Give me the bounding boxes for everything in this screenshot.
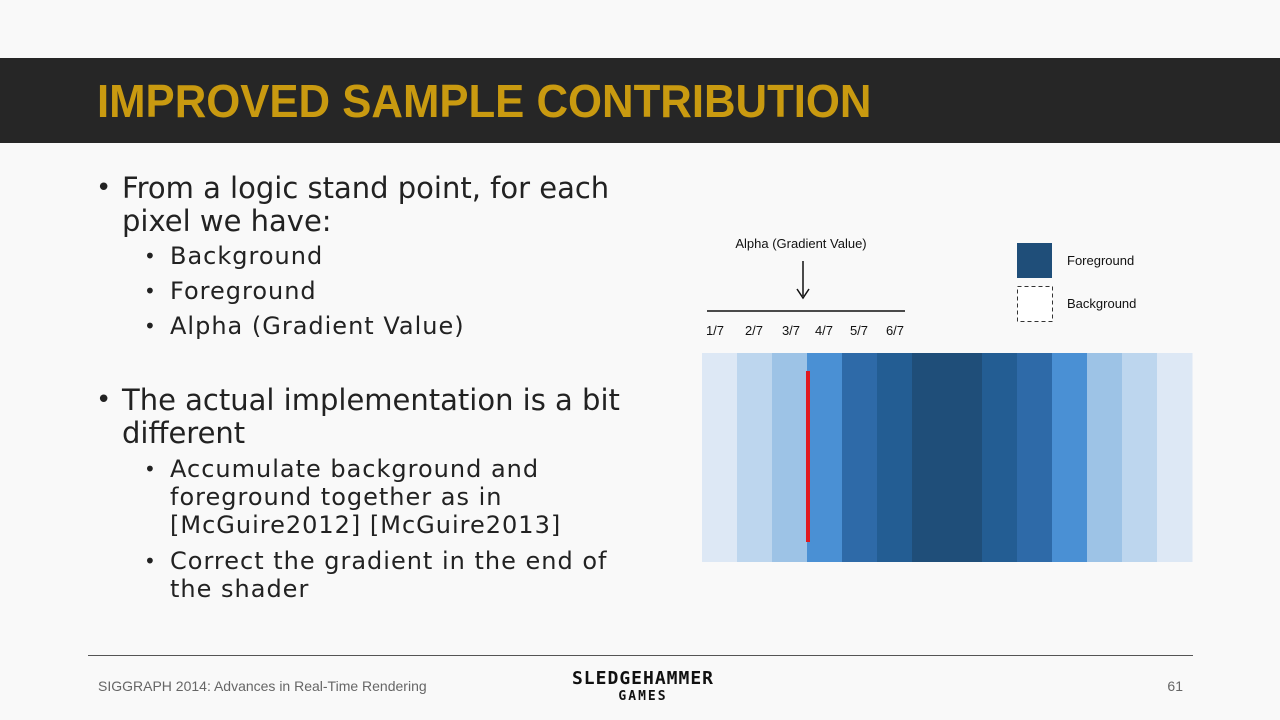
sub-bullet-alpha: Alpha (Gradient Value) bbox=[96, 312, 626, 340]
sub-bullet-correct-gradient: Correct the gradient in the end of the s… bbox=[96, 547, 626, 603]
gradient-band bbox=[1052, 353, 1088, 562]
title-bar bbox=[0, 58, 1280, 143]
tick-label: 5/7 bbox=[850, 323, 868, 338]
sub-bullet-foreground: Foreground bbox=[96, 277, 626, 305]
gradient-band bbox=[737, 353, 773, 562]
legend-background-label: Background bbox=[1067, 296, 1136, 311]
bullet-logic: From a logic stand point, for each pixel… bbox=[96, 172, 626, 238]
gradient-band bbox=[842, 353, 878, 562]
tick-label: 4/7 bbox=[815, 323, 833, 338]
tick-label: 1/7 bbox=[706, 323, 724, 338]
tick-label: 2/7 bbox=[745, 323, 763, 338]
tick-labels: 1/7 2/7 3/7 4/7 5/7 6/7 bbox=[706, 323, 904, 338]
logo-line2: GAMES bbox=[618, 689, 668, 704]
tick-label: 3/7 bbox=[782, 323, 800, 338]
slide-title: IMPROVED SAMPLE CONTRIBUTION bbox=[97, 75, 872, 127]
sub-bullet-background: Background bbox=[96, 242, 626, 270]
legend-background-swatch bbox=[1017, 286, 1053, 322]
gradient-band bbox=[1087, 353, 1123, 562]
gradient-band bbox=[772, 353, 808, 562]
logo-line1: SLEDGEHAMMER bbox=[571, 668, 715, 689]
legend-foreground-label: Foreground bbox=[1067, 253, 1134, 268]
bullet-implementation: The actual implementation is a bit diffe… bbox=[96, 384, 626, 450]
alpha-label: Alpha (Gradient Value) bbox=[735, 236, 866, 251]
legend-foreground-swatch bbox=[1017, 243, 1052, 278]
footer-divider bbox=[88, 655, 1193, 656]
sub-bullet-accumulate: Accumulate background and foreground tog… bbox=[96, 455, 626, 539]
footer-conference: SIGGRAPH 2014: Advances in Real-Time Ren… bbox=[98, 678, 427, 694]
gradient-band bbox=[982, 353, 1018, 562]
gradient-band bbox=[702, 353, 738, 562]
bullet-list: From a logic stand point, for each pixel… bbox=[96, 172, 626, 604]
page-number: 61 bbox=[1167, 678, 1183, 694]
gradient-band bbox=[807, 353, 843, 562]
gradient-band bbox=[947, 353, 983, 562]
gradient-bands bbox=[702, 353, 1193, 562]
gradient-band bbox=[1157, 353, 1193, 562]
gradient-band bbox=[912, 353, 948, 562]
tick-label: 6/7 bbox=[886, 323, 904, 338]
alpha-arrow-head-icon bbox=[796, 288, 810, 300]
sledgehammer-logo: SLEDGEHAMMER GAMES bbox=[540, 668, 746, 705]
gradient-band bbox=[877, 353, 913, 562]
gradient-band bbox=[1017, 353, 1053, 562]
red-marker bbox=[806, 371, 810, 542]
gradient-band bbox=[1122, 353, 1158, 562]
